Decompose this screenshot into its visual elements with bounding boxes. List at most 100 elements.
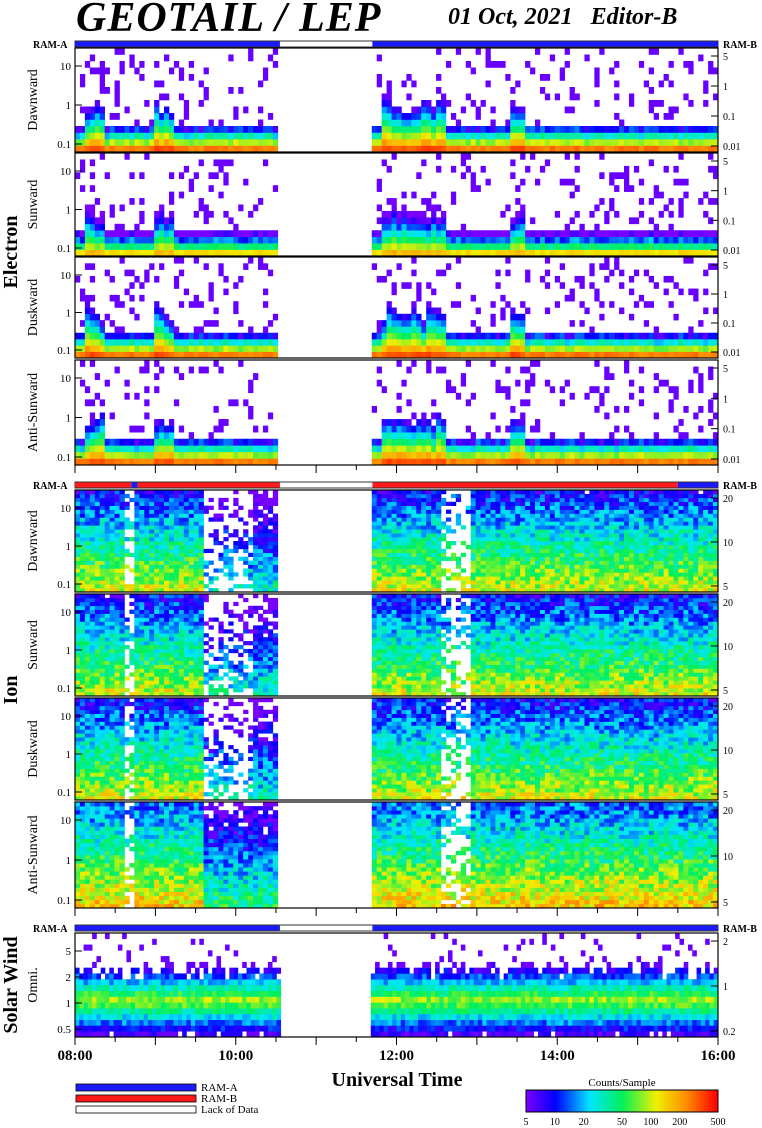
colorbar-tick-label: 50 (617, 1117, 627, 1128)
panel-label: Dawnward (26, 510, 41, 571)
left-tick-label: 10 (60, 373, 72, 385)
left-tick-label: 10 (60, 815, 72, 827)
right-tick-label: 5 (723, 790, 728, 801)
right-tick-label: 10 (723, 852, 733, 863)
left-tick-label: 1 (66, 749, 72, 761)
left-tick-label: 2 (66, 972, 72, 984)
date-text: 01 Oct, 2021 (448, 4, 573, 30)
right-tick-label: 1 (723, 394, 728, 405)
mode-label-right: RAM-B (723, 40, 757, 51)
left-tick-label: 1 (66, 308, 72, 320)
panel-label: Sunward (26, 180, 41, 230)
panel-frame (74, 697, 719, 801)
left-tick-label: 1 (66, 100, 72, 112)
left-tick-label: 0.1 (57, 787, 71, 799)
left-tick-label: 0.1 (57, 345, 71, 357)
chart-date-editor: 01 Oct, 2021 Editor-B (448, 4, 677, 31)
colorbar-tick-label: 200 (672, 1117, 687, 1128)
panel-frame (74, 593, 719, 697)
left-tick-label: 1 (66, 541, 72, 553)
right-tick-label: 1 (723, 290, 728, 301)
mode-bar-segment (75, 482, 132, 488)
right-tick-label: 5 (723, 686, 728, 697)
colorbar-tick-label: 500 (711, 1117, 726, 1128)
right-tick-label: 5 (723, 261, 728, 272)
left-tick-label: 1 (66, 855, 72, 867)
right-tick-label: 0.01 (723, 246, 741, 257)
left-tick-label: 1 (66, 645, 72, 657)
mode-label-right: RAM-B (723, 924, 757, 935)
right-tick-label: 10 (723, 538, 733, 549)
mode-label-left: RAM-A (33, 924, 68, 935)
colorbar-tick-label: 10 (550, 1117, 560, 1128)
colorbar-tick-label: 5 (524, 1117, 529, 1128)
right-tick-label: 0.1 (723, 216, 736, 227)
legend-label: Lack of Data (201, 1104, 259, 1116)
group-label: Solar Wind (0, 936, 22, 1033)
colorbar-tick-label: 100 (643, 1117, 658, 1128)
left-tick-label: 1 (66, 998, 72, 1010)
panel-frame (74, 47, 719, 153)
right-tick-label: 10 (723, 642, 733, 653)
left-tick-label: 10 (60, 61, 72, 73)
right-tick-label: 20 (723, 494, 733, 505)
right-tick-label: 0.01 (723, 348, 741, 359)
mode-bar-segment (677, 482, 718, 488)
panel-label: Dawnward (26, 69, 41, 130)
panel-label: Omni. (26, 967, 41, 1002)
right-tick-label: 0.01 (723, 142, 741, 153)
left-tick-label: 10 (60, 503, 72, 515)
right-tick-label: 1 (723, 82, 728, 93)
right-tick-label: 0.1 (723, 112, 736, 123)
mode-bar-segment (131, 482, 138, 488)
colorbar-title: Counts/Sample (588, 1077, 655, 1089)
colorbar-frame (525, 1089, 719, 1113)
right-tick-label: 0.1 (723, 425, 736, 436)
mode-bar-segment (372, 41, 718, 47)
editor-text: Editor-B (590, 4, 678, 30)
mode-bar-segment (279, 41, 373, 47)
right-tick-label: 1 (723, 187, 728, 198)
right-tick-label: 5 (723, 582, 728, 593)
panel-label: Sunward (26, 620, 41, 670)
left-tick-label: 5 (66, 946, 72, 958)
mode-bar-segment (279, 482, 373, 488)
mode-bar-segment (137, 482, 280, 488)
left-tick-label: 0.1 (57, 683, 71, 695)
mode-bar-segment (372, 925, 718, 931)
legend-label: RAM-A (201, 1082, 238, 1094)
group-label: Ion (0, 676, 22, 705)
x-tick-label: 14:00 (540, 1048, 575, 1064)
legend-swatch (75, 1105, 197, 1114)
x-tick-label: 16:00 (701, 1048, 736, 1064)
panel-frame (74, 489, 719, 593)
mode-label-left: RAM-A (33, 481, 68, 492)
panel-label: Anti-Sunward (26, 815, 41, 894)
panel-frame (74, 256, 719, 359)
right-tick-label: 20 (723, 598, 733, 609)
right-tick-label: 5 (723, 364, 728, 375)
mode-bar-segment (75, 41, 280, 47)
left-tick-label: 0.1 (57, 139, 71, 151)
right-tick-label: 5 (723, 157, 728, 168)
left-tick-label: 10 (60, 607, 72, 619)
left-tick-label: 10 (60, 166, 72, 178)
right-tick-label: 0.2 (723, 1027, 736, 1038)
legend-label: RAM-B (201, 1093, 237, 1105)
x-tick-label: 08:00 (58, 1048, 93, 1064)
left-tick-label: 0.1 (57, 243, 71, 255)
x-tick-label: 12:00 (379, 1048, 414, 1064)
left-tick-label: 0.1 (57, 579, 71, 591)
colorbar-tick-label: 20 (579, 1117, 589, 1128)
left-tick-label: 0.5 (57, 1024, 71, 1036)
left-tick-label: 10 (60, 270, 72, 282)
panel-label: Duskward (26, 720, 41, 778)
left-tick-label: 1 (66, 205, 72, 217)
mode-bar-segment (372, 482, 678, 488)
right-tick-label: 5 (723, 898, 728, 909)
x-axis-label: Universal Time (332, 1069, 463, 1091)
mode-label-left: RAM-A (33, 40, 68, 51)
group-label: Electron (0, 216, 22, 289)
right-tick-label: 0.1 (723, 319, 736, 330)
